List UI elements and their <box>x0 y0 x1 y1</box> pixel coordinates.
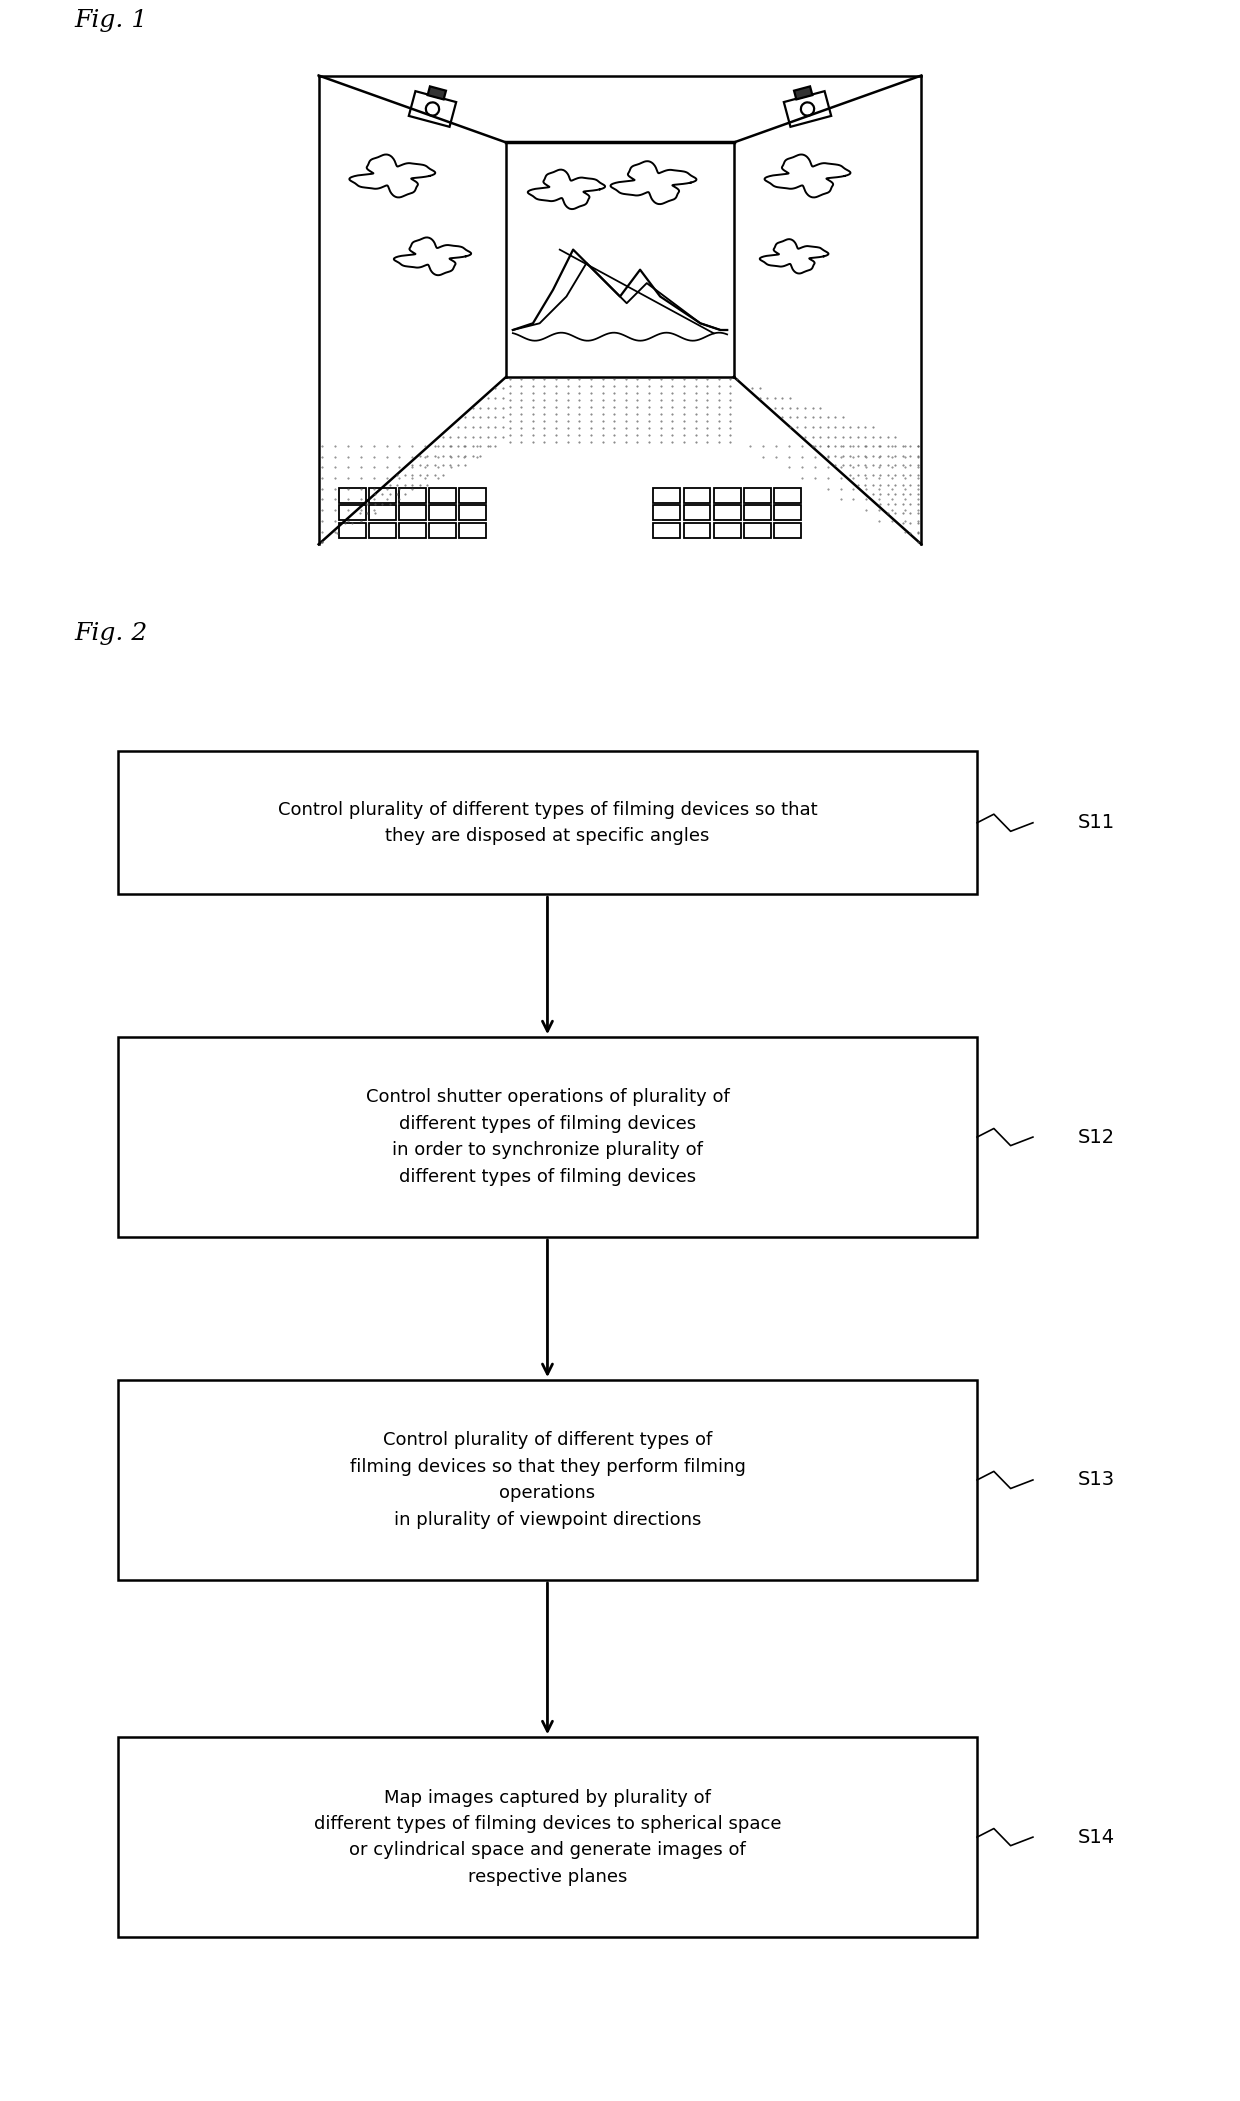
Bar <box>459 506 486 521</box>
Bar <box>714 506 740 521</box>
Bar <box>774 506 801 521</box>
Text: S13: S13 <box>1078 1471 1115 1490</box>
Bar <box>774 523 801 538</box>
Bar <box>428 86 446 99</box>
Bar <box>744 487 771 502</box>
Text: Fig. 1: Fig. 1 <box>74 8 148 32</box>
Bar <box>774 487 801 502</box>
Bar <box>459 523 486 538</box>
Bar <box>399 487 425 502</box>
Bar <box>683 506 711 521</box>
Text: Map images captured by plurality of
different types of filming devices to spheri: Map images captured by plurality of diff… <box>314 1788 781 1887</box>
Bar <box>429 506 456 521</box>
Bar <box>744 506 771 521</box>
Bar <box>429 487 456 502</box>
Bar <box>653 487 681 502</box>
Bar <box>653 506 681 521</box>
Bar <box>784 90 831 126</box>
Bar <box>683 523 711 538</box>
Bar <box>118 1038 977 1237</box>
Bar <box>409 90 456 126</box>
Bar <box>339 487 366 502</box>
Text: S12: S12 <box>1078 1128 1115 1147</box>
Bar <box>399 506 425 521</box>
Text: Fig. 2: Fig. 2 <box>74 622 148 645</box>
Bar <box>368 487 396 502</box>
Bar <box>368 523 396 538</box>
Bar <box>118 1380 977 1580</box>
Bar <box>339 506 366 521</box>
Bar <box>794 86 812 99</box>
Bar <box>399 523 425 538</box>
Bar <box>653 523 681 538</box>
Bar <box>118 752 977 895</box>
Bar <box>339 523 366 538</box>
Text: Control plurality of different types of
filming devices so that they perform fil: Control plurality of different types of … <box>350 1431 745 1530</box>
Bar <box>118 1738 977 1937</box>
Bar <box>459 487 486 502</box>
Text: Control plurality of different types of filming devices so that
they are dispose: Control plurality of different types of … <box>278 800 817 845</box>
Bar <box>683 487 711 502</box>
Bar <box>714 523 740 538</box>
Bar <box>714 487 740 502</box>
Bar <box>744 523 771 538</box>
Text: S14: S14 <box>1078 1828 1115 1847</box>
Text: Control shutter operations of plurality of
different types of filming devices
in: Control shutter operations of plurality … <box>366 1088 729 1185</box>
Circle shape <box>801 103 815 116</box>
Text: S11: S11 <box>1078 813 1115 832</box>
Circle shape <box>425 103 439 116</box>
Bar <box>429 523 456 538</box>
Bar <box>368 506 396 521</box>
